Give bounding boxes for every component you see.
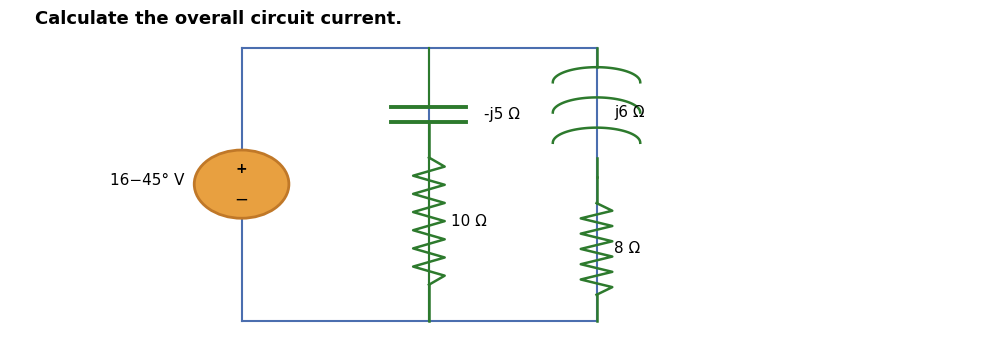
Text: 10 Ω: 10 Ω — [451, 214, 486, 228]
Text: +: + — [236, 162, 247, 176]
Text: -j5 Ω: -j5 Ω — [484, 107, 521, 122]
Text: 8 Ω: 8 Ω — [614, 241, 641, 256]
Ellipse shape — [194, 150, 289, 218]
Text: Calculate the overall circuit current.: Calculate the overall circuit current. — [35, 10, 401, 28]
Text: 16−45° V: 16−45° V — [110, 173, 184, 188]
Text: −: − — [235, 191, 248, 208]
Text: j6 Ω: j6 Ω — [614, 105, 645, 120]
